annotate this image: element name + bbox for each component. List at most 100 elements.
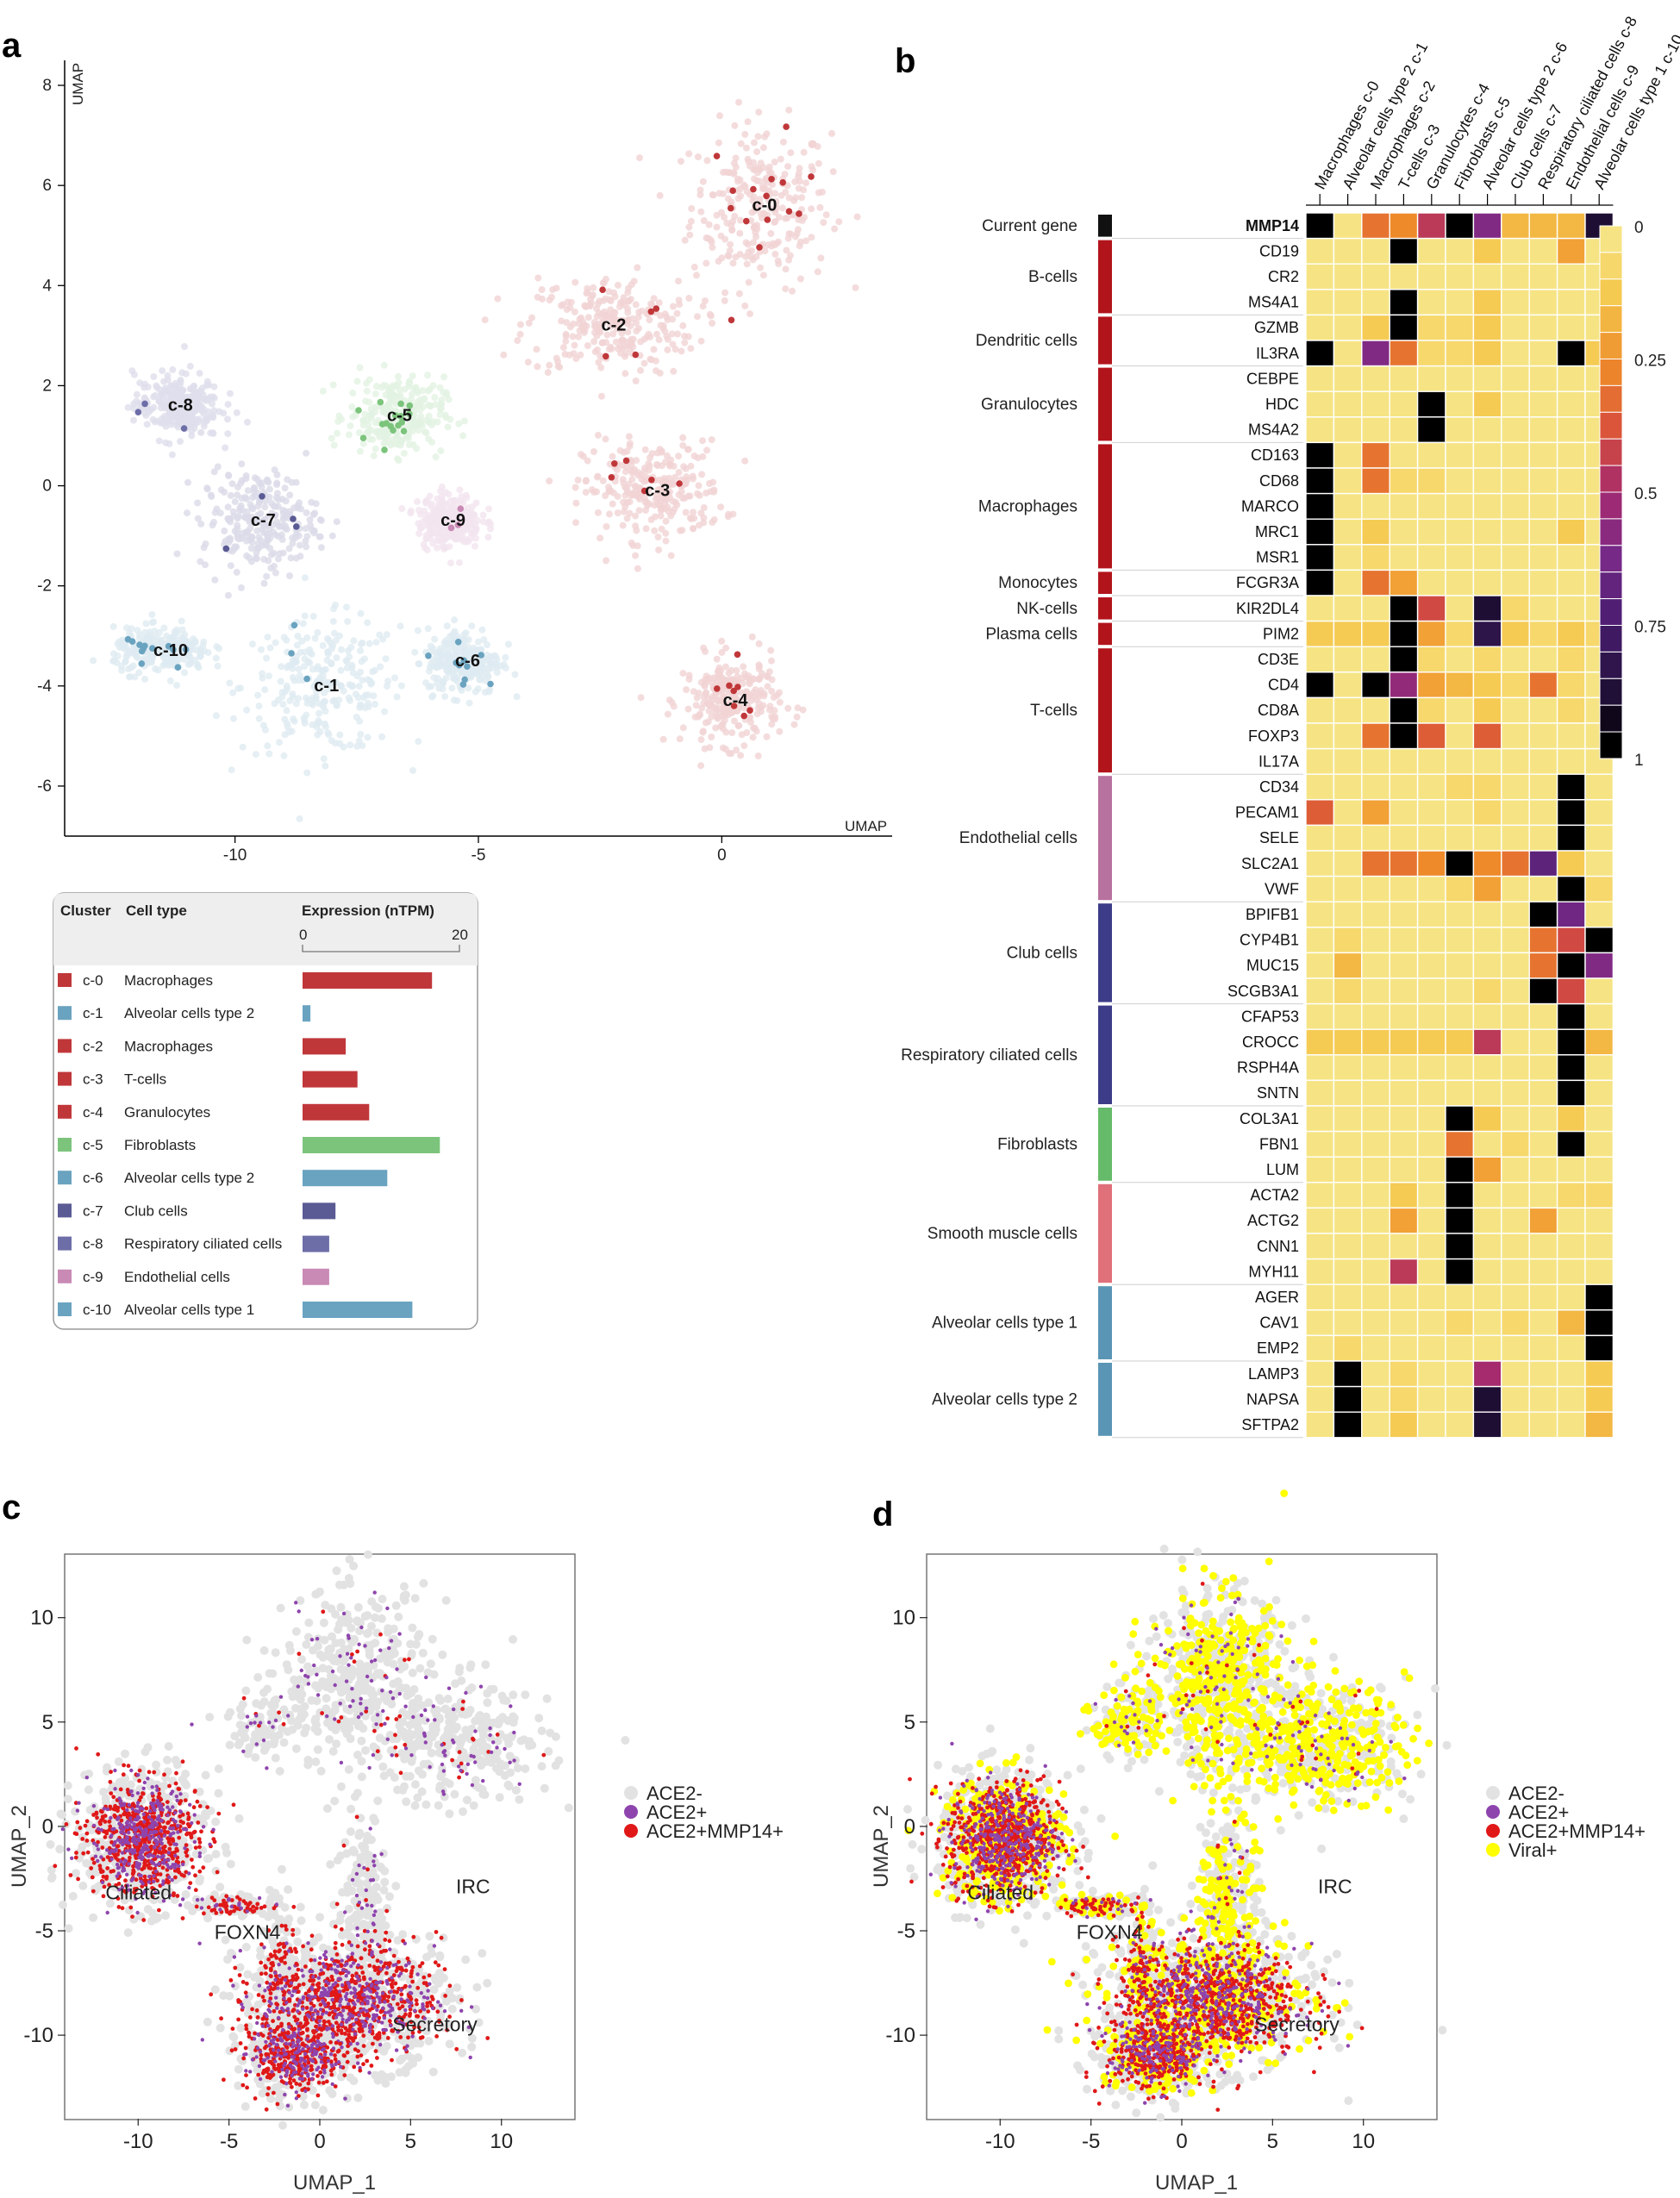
cell-point — [406, 379, 414, 387]
heatmap-cell — [1389, 1207, 1419, 1234]
heatmap-cell — [1333, 952, 1363, 979]
cell-point — [751, 139, 758, 147]
heatmap-cell — [1305, 1079, 1335, 1107]
heatmap-cell — [1361, 595, 1390, 622]
colorbar-segment — [1599, 332, 1623, 360]
heatmap-cell — [1361, 1233, 1390, 1260]
cell-point — [270, 562, 278, 570]
cell-point — [261, 686, 269, 694]
heatmap-cell — [1501, 365, 1530, 392]
panel-a-legend: Cluster Cell type Expression (nTPM) 0 20… — [53, 892, 478, 1330]
heatmap-cell — [1556, 1028, 1586, 1056]
cell-point — [377, 663, 384, 671]
heatmap-cells — [1305, 212, 1614, 1439]
cell-point — [432, 650, 440, 658]
cell-point — [229, 2033, 239, 2042]
cell-point — [485, 505, 492, 513]
cell-point — [606, 510, 613, 518]
cell-point — [725, 669, 733, 677]
cell-point — [152, 665, 159, 672]
cell-point — [274, 696, 282, 704]
heatmap-cell — [1361, 365, 1390, 392]
heatmap-cell — [1333, 977, 1363, 1005]
cell-point — [546, 478, 553, 484]
cell-point — [662, 529, 670, 537]
heatmap-cell — [1528, 441, 1558, 469]
cell-point — [225, 1991, 234, 2001]
cell-point — [284, 662, 292, 670]
heatmap-cell — [1556, 289, 1586, 316]
cell-point — [791, 233, 799, 240]
cell-point — [559, 344, 567, 352]
heatmap-cell — [1472, 747, 1502, 775]
cell-point — [259, 670, 266, 678]
cell-point — [462, 629, 470, 637]
colorbar-tick-label: 0.75 — [1634, 619, 1666, 637]
group-label: Granulocytes — [981, 396, 1077, 414]
heatmap-cell — [1389, 1182, 1419, 1209]
cell-point — [653, 367, 659, 375]
heatmap-cell — [1528, 1334, 1558, 1362]
heatmap-cell — [1556, 263, 1586, 290]
heatmap-cell — [1416, 467, 1446, 495]
cell-point — [763, 672, 771, 680]
cell-point — [479, 511, 487, 519]
cell-point — [728, 709, 736, 716]
cell-point — [407, 2053, 416, 2063]
heatmap-cell — [1472, 1283, 1502, 1311]
cell-point-expressing — [259, 493, 265, 500]
cell-point — [748, 247, 755, 254]
group-color-bar — [1098, 597, 1112, 620]
cell-point — [250, 1973, 259, 1982]
heatmap-cell — [1333, 1334, 1363, 1362]
heatmap-cell — [1305, 365, 1335, 392]
cell-point — [431, 394, 439, 401]
heatmap-cell — [1333, 340, 1363, 367]
heatmap-cell — [1361, 544, 1390, 571]
gene-label: ACTA2 — [1250, 1187, 1299, 1204]
heatmap-cell — [1416, 747, 1446, 775]
cell-point — [614, 509, 621, 517]
cell-point — [487, 659, 495, 667]
cell-point — [771, 713, 779, 721]
heatmap-cell — [1361, 340, 1390, 367]
cell-point — [784, 704, 792, 712]
cell-point — [301, 612, 309, 620]
heatmap-cell — [1361, 1130, 1390, 1158]
cell-point — [116, 638, 123, 646]
cell-point — [724, 513, 732, 521]
heatmap-cell — [1528, 212, 1558, 240]
cell-point — [365, 429, 372, 437]
cell-point — [700, 699, 708, 707]
cell-point — [715, 698, 722, 705]
heatmap-cell — [1305, 1283, 1335, 1311]
heatmap-cell — [1416, 1411, 1446, 1439]
cell-point-expressing — [425, 653, 432, 659]
group-label: Alveolar cells type 2 — [932, 1390, 1077, 1408]
cell-point — [783, 247, 790, 254]
gene-label: CD4 — [1268, 677, 1299, 694]
cell-point — [721, 693, 728, 701]
cell-point — [693, 694, 701, 702]
cell-point — [309, 511, 317, 518]
cell-point — [708, 734, 715, 740]
cell-point — [273, 479, 281, 487]
gene-label: FCGR3A — [1236, 574, 1299, 591]
heatmap-cell — [1361, 1105, 1390, 1133]
cell-point — [210, 518, 217, 526]
cell-point — [211, 509, 219, 516]
heatmap-cell — [1501, 1207, 1530, 1234]
heatmap-cell — [1528, 799, 1558, 827]
cluster-label: c-10 — [153, 641, 188, 660]
cell-point — [690, 525, 696, 533]
cell-point — [790, 721, 798, 728]
cell-point — [328, 660, 335, 668]
cell-point — [828, 129, 835, 137]
cell-point — [598, 392, 605, 400]
cell-point — [754, 704, 762, 712]
heatmap-cell — [1333, 237, 1363, 265]
heatmap-cell — [1361, 901, 1390, 928]
cell-point — [365, 420, 372, 428]
heatmap-cell — [1416, 952, 1446, 979]
heatmap-cell — [1556, 1002, 1586, 1030]
